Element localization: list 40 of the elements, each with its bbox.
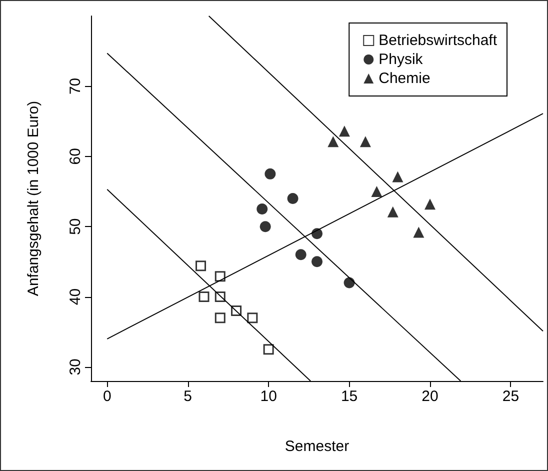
point xyxy=(231,306,242,316)
y-tick-label: 40 xyxy=(67,288,84,306)
point xyxy=(344,277,355,288)
x-tick-label: 25 xyxy=(502,388,520,405)
point xyxy=(312,256,322,268)
x-tick-label: 10 xyxy=(260,388,277,405)
x-tick-label: 20 xyxy=(422,388,438,405)
y-tick-label: 50 xyxy=(67,218,84,235)
point xyxy=(392,171,404,182)
point xyxy=(287,193,298,204)
point xyxy=(328,136,339,148)
point xyxy=(263,344,274,355)
y-tick-label: 70 xyxy=(67,78,84,95)
point xyxy=(260,221,271,232)
point xyxy=(387,206,398,218)
point xyxy=(360,136,371,148)
point xyxy=(413,226,424,238)
point xyxy=(371,186,382,197)
point xyxy=(264,168,276,180)
point xyxy=(256,204,268,215)
point xyxy=(247,312,258,324)
point xyxy=(338,126,350,137)
point xyxy=(214,292,226,302)
point xyxy=(295,249,306,260)
legend-label: Chemie xyxy=(378,70,430,87)
legend-label: Physik xyxy=(378,51,424,68)
point xyxy=(214,271,226,282)
x-tick-label: 15 xyxy=(340,388,358,405)
x-tick-label: 5 xyxy=(184,388,192,405)
x-axis-title: Semester xyxy=(284,438,350,455)
y-tick-label: 30 xyxy=(67,358,84,376)
point xyxy=(312,228,322,240)
x-tick-label: 0 xyxy=(102,388,112,405)
point xyxy=(214,312,226,324)
legend-label: Betriebswirtschaft xyxy=(378,32,498,49)
point xyxy=(196,260,206,272)
point xyxy=(198,292,210,302)
y-tick-label: 60 xyxy=(67,148,84,165)
y-axis-title: Anfangsgehalt (in 1000 Euro) xyxy=(25,100,42,296)
point xyxy=(424,198,436,210)
